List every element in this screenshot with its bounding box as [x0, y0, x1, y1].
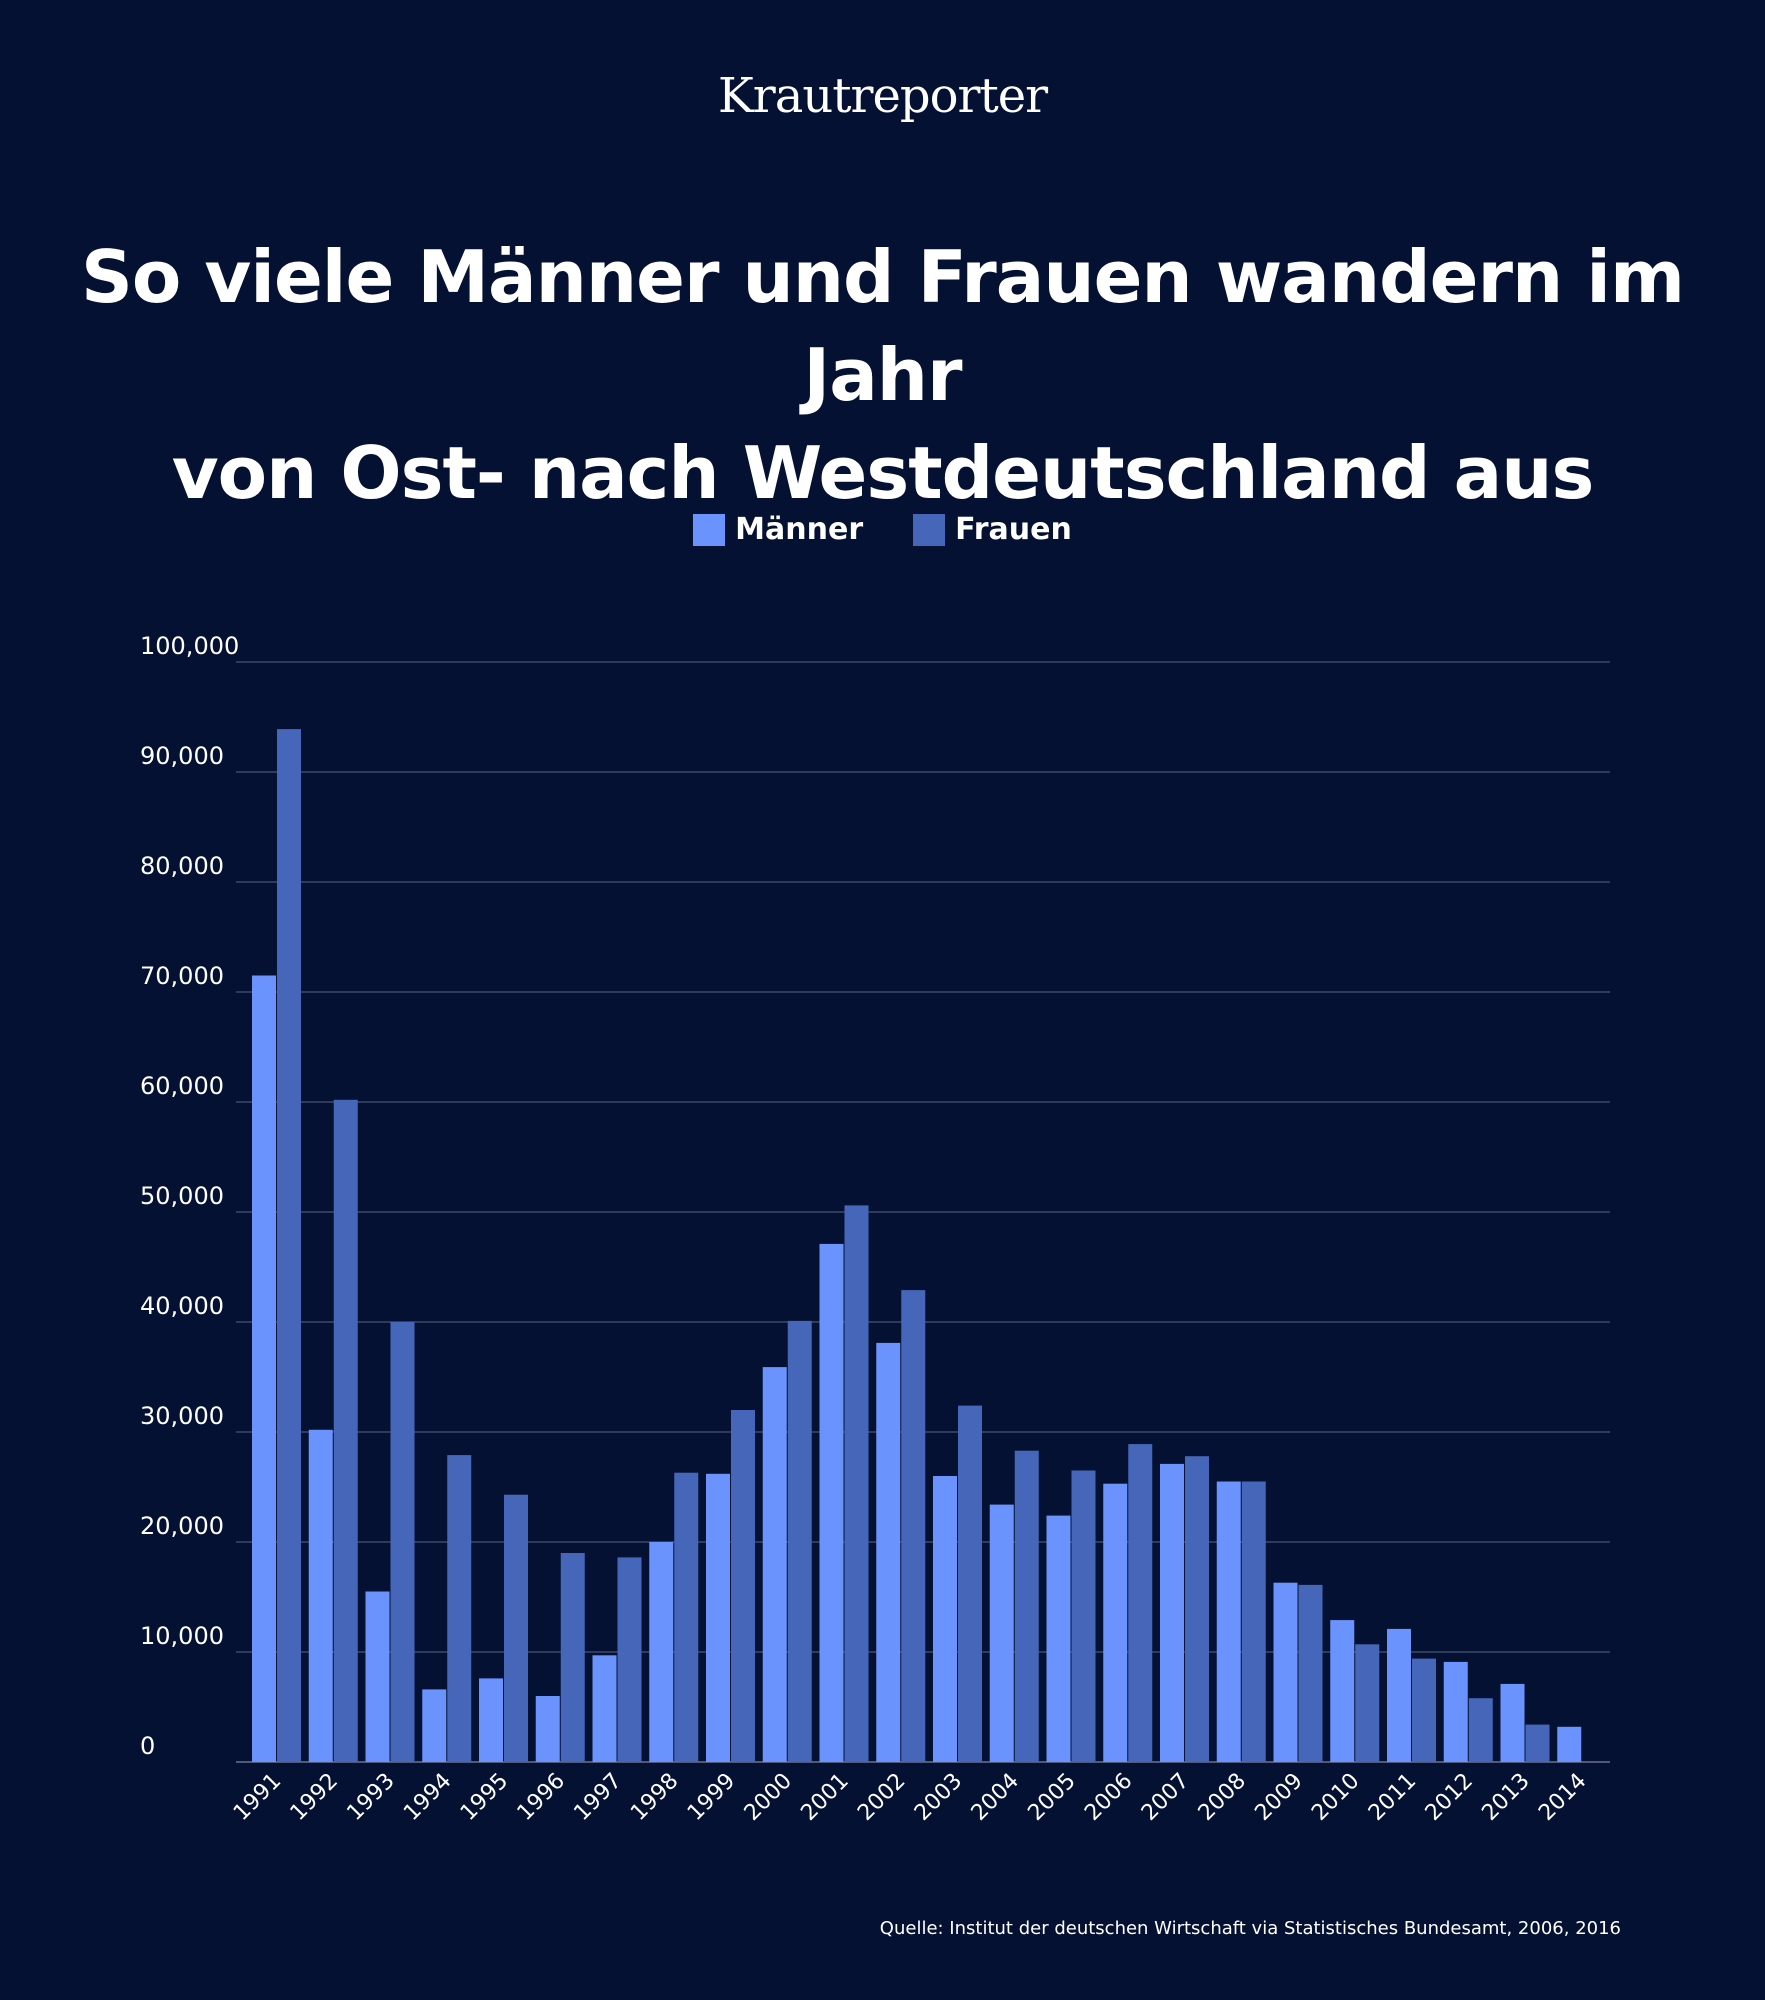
bar-maenner — [1500, 1683, 1525, 1762]
legend-swatch-frauen — [913, 513, 946, 546]
y-tick-label: 70,000 — [140, 962, 224, 990]
bar-maenner — [989, 1504, 1014, 1762]
bar-maenner — [933, 1476, 957, 1762]
y-tick-label: 60,000 — [140, 1072, 224, 1100]
y-tick-label: 100,000 — [140, 632, 239, 660]
bar-maenner — [1273, 1582, 1298, 1762]
chart-title-line-1: So viele Männer und Frauen wandern im Ja… — [80, 235, 1685, 417]
bar-maenner — [1443, 1661, 1468, 1762]
bar-maenner — [422, 1689, 447, 1762]
bar-frauen — [1128, 1444, 1153, 1762]
bar-frauen — [1525, 1724, 1550, 1762]
y-tick-label: 0 — [140, 1732, 155, 1760]
x-tick-label: 1997 — [569, 1769, 626, 1826]
bar-frauen — [390, 1322, 415, 1762]
x-tick-label: 2001 — [796, 1769, 853, 1826]
bar-frauen — [674, 1472, 699, 1762]
x-tick-label: 1998 — [626, 1769, 683, 1826]
bar-frauen — [447, 1455, 472, 1762]
legend-label-maenner: Männer — [735, 512, 864, 547]
brand-logo: Krautreporter — [717, 68, 1048, 124]
bar-maenner — [1387, 1628, 1411, 1762]
x-tick-label: 2006 — [1080, 1769, 1137, 1826]
bar-maenner — [876, 1342, 901, 1762]
x-tick-label: 2011 — [1364, 1769, 1421, 1826]
bar-frauen — [1468, 1698, 1493, 1762]
x-tick-label: 1992 — [286, 1769, 343, 1826]
x-tick-label: 2014 — [1534, 1769, 1591, 1826]
bar-maenner — [762, 1367, 787, 1762]
y-tick-label: 10,000 — [140, 1622, 224, 1650]
chart-title: So viele Männer und Frauen wandern im Ja… — [60, 228, 1705, 522]
source-note: Quelle: Institut der deutschen Wirtschaf… — [879, 1918, 1621, 1939]
y-tick-label: 40,000 — [140, 1292, 224, 1320]
bar-maenner — [479, 1678, 503, 1762]
y-tick-label: 20,000 — [140, 1512, 224, 1540]
y-tick-label: 90,000 — [140, 742, 224, 770]
bar-frauen — [731, 1410, 755, 1762]
y-tick-label: 80,000 — [140, 852, 224, 880]
bar-frauen — [1355, 1644, 1380, 1762]
bar-maenner — [1103, 1483, 1128, 1762]
chart-title-line-2: von Ost- nach Westdeutschland aus — [171, 431, 1595, 515]
bar-frauen — [1298, 1584, 1323, 1762]
legend-item-frauen: Frauen — [913, 512, 1072, 547]
bar-maenner — [649, 1542, 674, 1762]
bar-frauen — [1241, 1481, 1266, 1762]
x-tick-label: 1996 — [513, 1769, 570, 1826]
x-tick-label: 2004 — [967, 1769, 1024, 1826]
bar-maenner — [1046, 1515, 1071, 1762]
x-tick-label: 2008 — [1194, 1769, 1251, 1826]
y-tick-label: 50,000 — [140, 1182, 224, 1210]
x-tick-label: 2009 — [1250, 1769, 1307, 1826]
bar-maenner — [819, 1243, 844, 1762]
y-tick-label: 30,000 — [140, 1402, 224, 1430]
x-tick-label: 1993 — [342, 1769, 399, 1826]
bar-maenner — [252, 975, 276, 1762]
bar-maenner — [308, 1429, 333, 1762]
bar-frauen — [958, 1405, 982, 1762]
bar-frauen — [787, 1320, 812, 1762]
bar-maenner — [592, 1655, 617, 1762]
bar-maenner — [535, 1696, 560, 1762]
bar-maenner — [1330, 1620, 1355, 1762]
legend-label-frauen: Frauen — [955, 512, 1072, 547]
bar-frauen — [1185, 1456, 1209, 1762]
x-tick-label: 1994 — [399, 1769, 456, 1826]
bar-frauen — [617, 1557, 642, 1762]
bar-maenner — [1216, 1481, 1241, 1762]
x-tick-label: 2013 — [1477, 1769, 1534, 1826]
x-tick-label: 2007 — [1137, 1769, 1194, 1826]
bar-maenner — [365, 1591, 390, 1762]
bar-frauen — [901, 1290, 926, 1762]
x-tick-label: 2003 — [910, 1769, 967, 1826]
bar-frauen — [504, 1494, 528, 1762]
x-tick-label: 2012 — [1421, 1769, 1478, 1826]
bar-frauen — [333, 1099, 358, 1762]
x-tick-label: 2002 — [853, 1769, 910, 1826]
x-tick-label: 1999 — [683, 1769, 740, 1826]
x-tick-label: 1991 — [229, 1769, 286, 1826]
bar-frauen — [1412, 1658, 1436, 1762]
bar-maenner — [706, 1473, 730, 1762]
x-tick-label: 2000 — [740, 1769, 797, 1826]
bar-frauen — [844, 1205, 869, 1762]
bar-maenner — [1557, 1726, 1582, 1762]
bar-frauen — [277, 729, 301, 1762]
bar-maenner — [1160, 1463, 1184, 1762]
bar-frauen — [1071, 1470, 1096, 1762]
legend-item-maenner: Männer — [693, 512, 863, 547]
x-tick-label: 2010 — [1307, 1769, 1364, 1826]
bar-frauen — [560, 1553, 585, 1762]
legend-swatch-maenner — [693, 513, 726, 546]
x-tick-label: 1995 — [456, 1769, 513, 1826]
bar-frauen — [1014, 1450, 1039, 1762]
x-tick-label: 2005 — [1023, 1769, 1080, 1826]
chart-legend: Männer Frauen — [0, 512, 1765, 547]
